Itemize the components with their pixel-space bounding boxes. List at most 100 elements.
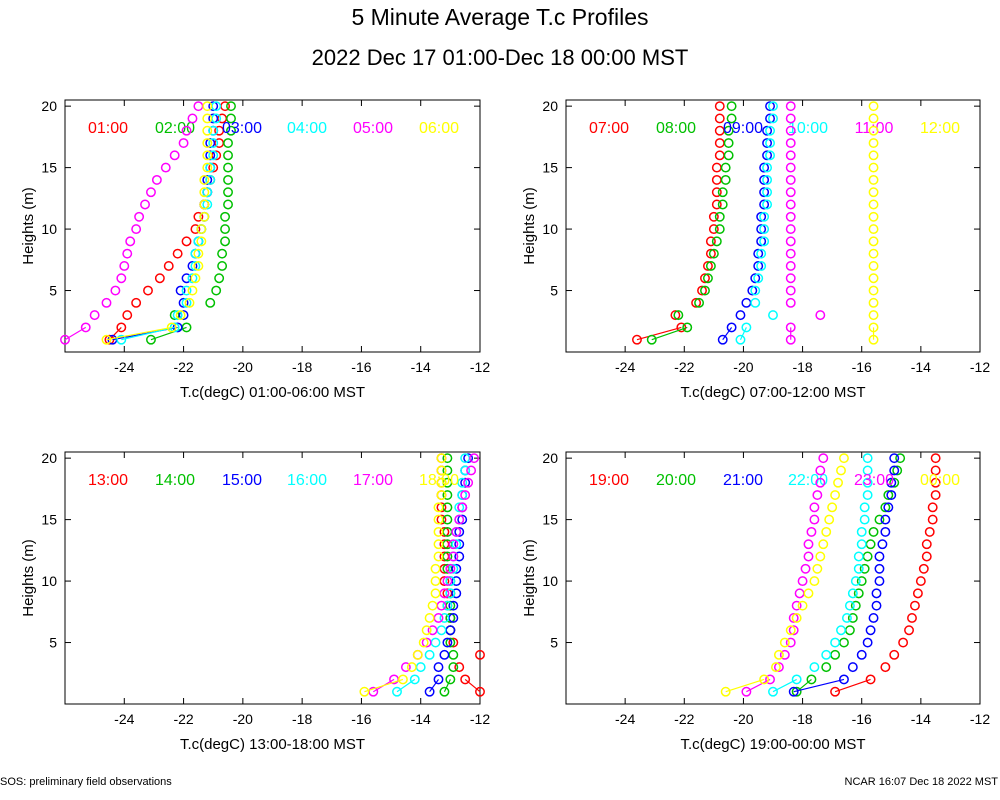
data-point: [202, 101, 213, 112]
data-point: [442, 637, 453, 648]
data-point: [762, 187, 773, 198]
data-point: [750, 285, 761, 296]
data-point: [442, 465, 453, 476]
data-point: [433, 551, 444, 562]
data-point: [178, 310, 189, 321]
x-tick-label: -18: [792, 711, 812, 727]
data-point: [824, 514, 835, 525]
profile-segment: [429, 679, 439, 693]
data-point: [448, 563, 459, 574]
data-point: [874, 563, 885, 574]
data-point: [430, 637, 441, 648]
data-point: [859, 563, 870, 574]
footer-timestamp: NCAR 16:07 Dec 18 2022 MST: [844, 776, 998, 788]
data-point: [844, 600, 855, 611]
data-point: [708, 248, 719, 259]
data-point: [190, 261, 201, 271]
series-0000: [720, 453, 849, 697]
legend-label: 15:00: [222, 472, 262, 489]
data-point: [759, 174, 770, 185]
data-point: [223, 138, 233, 148]
data-point: [768, 310, 778, 321]
data-point: [199, 174, 210, 185]
data-point: [865, 539, 876, 550]
data-point: [803, 588, 814, 599]
data-point: [753, 248, 764, 259]
data-point: [726, 101, 737, 112]
data-point: [700, 273, 710, 284]
x-tick-label: -16: [852, 359, 872, 375]
data-point: [856, 539, 867, 550]
x-tick-label: -20: [233, 711, 253, 727]
x-axis-label: T.c(degC) 13:00-18:00 MST: [180, 736, 365, 753]
data-point: [60, 334, 70, 345]
data-point: [448, 551, 459, 562]
data-point: [439, 613, 450, 623]
data-point: [877, 539, 888, 550]
legend-label: 06:00: [419, 120, 459, 137]
x-tick-label: -20: [733, 359, 753, 375]
data-point: [741, 297, 752, 308]
data-point: [735, 310, 746, 321]
data-point: [839, 674, 849, 685]
y-tick-label: 10: [41, 573, 57, 589]
data-point: [457, 490, 468, 500]
data-point: [406, 662, 417, 673]
data-point: [205, 162, 216, 173]
data-point: [862, 490, 873, 500]
data-point: [750, 297, 761, 308]
data-point: [190, 273, 201, 284]
data-point: [196, 224, 207, 235]
x-tick-label: -16: [351, 711, 371, 727]
data-point: [762, 150, 773, 161]
data-point: [451, 539, 462, 550]
data-point: [762, 125, 773, 136]
profile-segment: [725, 678, 765, 693]
data-point: [765, 101, 775, 112]
y-axis-label: Heights (m): [521, 539, 538, 617]
data-point: [904, 625, 914, 636]
data-point: [205, 297, 216, 308]
data-point: [448, 662, 459, 673]
data-point: [912, 588, 923, 599]
data-point: [809, 662, 820, 673]
legend-label: 03:00: [222, 120, 262, 137]
data-point: [741, 322, 752, 333]
data-point: [442, 514, 453, 525]
data-point: [445, 563, 456, 574]
data-point: [868, 199, 879, 210]
data-point: [457, 477, 468, 488]
data-point: [217, 248, 228, 259]
data-point: [833, 477, 844, 488]
data-point: [682, 322, 693, 333]
y-tick-label: 5: [550, 283, 558, 299]
data-point: [673, 310, 684, 321]
data-point: [717, 199, 728, 210]
data-point: [181, 285, 192, 296]
data-point: [160, 162, 171, 173]
data-point: [773, 649, 784, 660]
data-point: [466, 465, 477, 476]
legend-label: 02:00: [155, 120, 195, 137]
data-point: [809, 514, 820, 525]
data-point: [827, 502, 838, 513]
data-point: [442, 576, 453, 587]
data-point: [714, 211, 725, 222]
data-point: [756, 261, 767, 271]
data-point: [759, 224, 770, 235]
data-point: [131, 297, 142, 308]
x-tick-label: -12: [970, 359, 990, 375]
series-2200: [768, 453, 873, 697]
data-point: [433, 502, 444, 513]
data-point: [705, 248, 716, 259]
data-point: [785, 625, 796, 636]
data-point: [439, 686, 450, 697]
y-tick-label: 20: [542, 98, 558, 114]
data-point: [169, 150, 180, 161]
data-point: [193, 248, 204, 259]
data-point: [412, 649, 423, 660]
data-point: [430, 576, 441, 587]
data-point: [454, 502, 465, 513]
data-point: [178, 297, 189, 308]
